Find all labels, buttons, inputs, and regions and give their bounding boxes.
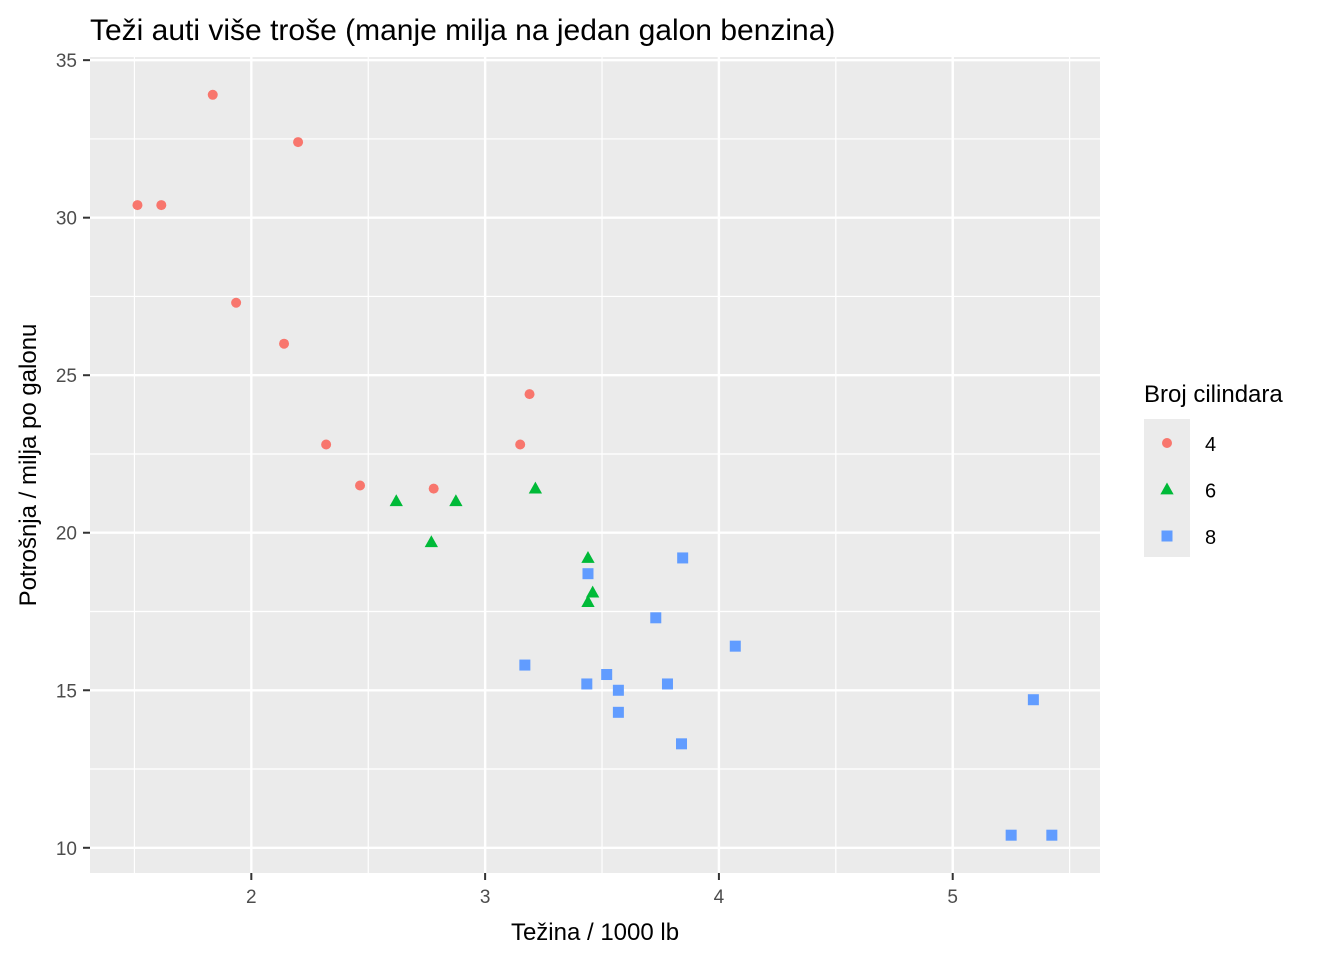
- data-points: [132, 89, 1058, 841]
- data-point-8-cyl: [1027, 694, 1039, 706]
- data-point-4-cyl: [321, 439, 332, 450]
- minor-grid: [90, 57, 1100, 873]
- data-point-6-cyl: [586, 585, 600, 598]
- y-tick-label: 30: [56, 209, 77, 230]
- legend: Broj cilindara 4 6 8: [1144, 381, 1283, 557]
- data-point-4-cyl: [355, 480, 366, 491]
- data-point-8-cyl: [650, 612, 662, 624]
- data-point-6-cyl: [528, 481, 543, 494]
- data-point-4-cyl: [515, 439, 526, 450]
- data-point-4-cyl: [207, 89, 218, 100]
- y-tick-label: 35: [56, 51, 77, 72]
- x-axis-label: Težina / 1000 lb: [511, 919, 679, 946]
- data-point-4-cyl: [524, 389, 535, 400]
- data-point-4-cyl: [279, 338, 290, 349]
- x-tick-label: 4: [714, 887, 725, 908]
- x-axis-ticks: 2 3 4 5: [246, 873, 958, 908]
- legend-label: 4: [1205, 434, 1216, 456]
- legend-key-4: [1162, 438, 1172, 448]
- data-point-8-cyl: [677, 552, 689, 564]
- data-point-8-cyl: [601, 669, 613, 681]
- y-tick-label: 10: [56, 839, 77, 860]
- data-point-8-cyl: [519, 659, 531, 671]
- data-point-8-cyl: [729, 640, 741, 652]
- y-tick-label: 15: [56, 681, 77, 702]
- data-point-8-cyl: [581, 678, 593, 690]
- data-point-6-cyl: [449, 494, 463, 507]
- data-point-4-cyl: [231, 297, 242, 308]
- data-point-8-cyl: [582, 568, 594, 580]
- legend-label: 8: [1205, 527, 1216, 549]
- plot-panel: [90, 57, 1100, 873]
- y-axis-label: Potrošnja / milja po galonu: [15, 324, 42, 607]
- data-point-6-cyl: [581, 595, 595, 607]
- data-point-8-cyl: [676, 738, 688, 750]
- data-point-4-cyl: [156, 200, 167, 211]
- data-point-4-cyl: [428, 483, 439, 494]
- data-point-6-cyl: [389, 494, 403, 507]
- data-point-8-cyl: [612, 684, 624, 696]
- x-tick-label: 5: [947, 887, 958, 908]
- y-tick-label: 25: [56, 366, 77, 387]
- chart-title: Teži auti više troše (manje milja na jed…: [90, 14, 835, 47]
- data-point-8-cyl: [612, 706, 624, 718]
- x-tick-label: 3: [480, 887, 491, 908]
- legend-key-8: [1161, 530, 1173, 542]
- data-point-4-cyl: [132, 200, 143, 211]
- major-grid: [90, 57, 1100, 873]
- data-point-8-cyl: [1005, 829, 1017, 841]
- y-axis-ticks: 10 15 20 25 30 35: [56, 51, 90, 860]
- data-point-6-cyl: [581, 550, 595, 563]
- data-point-6-cyl: [424, 535, 438, 548]
- legend-entries: 4 6 8: [1160, 434, 1216, 549]
- data-point-8-cyl: [1046, 829, 1058, 841]
- data-point-8-cyl: [661, 678, 673, 690]
- y-tick-label: 20: [56, 524, 77, 545]
- data-point-4-cyl: [293, 137, 304, 148]
- legend-label: 6: [1205, 481, 1216, 503]
- legend-key-6: [1160, 482, 1174, 495]
- legend-title: Broj cilindara: [1144, 381, 1283, 408]
- x-tick-label: 2: [246, 887, 257, 908]
